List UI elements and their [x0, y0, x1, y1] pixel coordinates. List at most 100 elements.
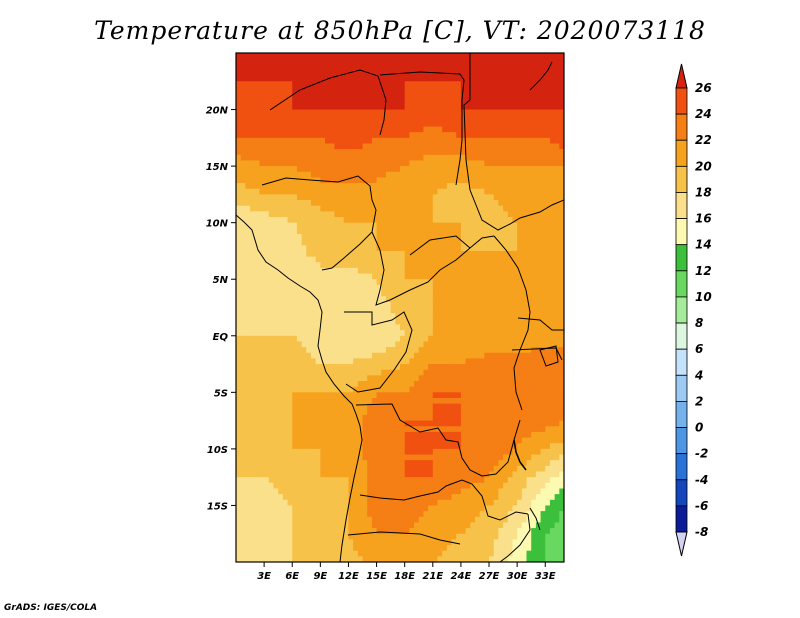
heatmap-cell [390, 409, 396, 416]
heatmap-cell [320, 352, 326, 359]
heatmap-cell [259, 369, 265, 376]
heatmap-cell [296, 369, 303, 376]
heatmap-cell [329, 364, 335, 371]
heatmap-cell [278, 194, 284, 201]
heatmap-cell [310, 160, 317, 167]
heatmap-cell [376, 267, 382, 275]
heatmap-cell [418, 58, 425, 65]
heatmap-cell [250, 126, 256, 133]
heatmap-cell [329, 313, 335, 320]
heatmap-cell [479, 397, 485, 405]
heatmap-cell [559, 228, 564, 235]
heatmap-cell [236, 301, 242, 309]
heatmap-cell [545, 58, 551, 65]
heatmap-cell [385, 330, 392, 337]
heatmap-cell [498, 109, 504, 116]
heatmap-cell [334, 358, 340, 365]
heatmap-cell [240, 330, 246, 337]
heatmap-cell [292, 335, 298, 343]
heatmap-cell [348, 211, 354, 218]
heatmap-cell [474, 347, 481, 354]
heatmap-cell [339, 352, 345, 359]
heatmap-cell [409, 443, 415, 450]
heatmap-cell [310, 109, 317, 116]
heatmap-cell [423, 75, 429, 82]
heatmap-cell [320, 256, 326, 263]
heatmap-cell [395, 267, 401, 275]
heatmap-cell [315, 183, 321, 190]
heatmap-cell [348, 92, 354, 99]
heatmap-cell [484, 409, 490, 416]
heatmap-cell [498, 335, 504, 343]
heatmap-cell [470, 69, 476, 77]
heatmap-cell [540, 290, 546, 297]
heatmap-cell [385, 143, 392, 150]
heatmap-cell [325, 171, 331, 179]
heatmap-cell [489, 217, 495, 224]
heatmap-cell [418, 284, 425, 292]
heatmap-cell [545, 262, 551, 269]
heatmap-cell [273, 431, 279, 439]
heatmap-cell [301, 318, 307, 326]
heatmap-cell [549, 137, 556, 145]
heatmap-cell [362, 414, 368, 422]
heatmap-cell [381, 290, 387, 297]
heatmap-cell [489, 250, 495, 258]
heatmap-cell [371, 86, 378, 94]
heatmap-cell [503, 205, 509, 212]
heatmap-cell [278, 137, 284, 145]
heatmap-cell [404, 381, 410, 388]
heatmap-cell [353, 448, 359, 456]
heatmap-cell [273, 200, 279, 207]
heatmap-cell [395, 143, 401, 150]
heatmap-cell [517, 171, 523, 179]
heatmap-cell [428, 296, 434, 303]
heatmap-cell [240, 58, 246, 65]
heatmap-cell [282, 194, 289, 201]
heatmap-cell [418, 228, 425, 235]
heatmap-cell [498, 364, 504, 371]
heatmap-cell [423, 211, 429, 218]
heatmap-cell [554, 324, 560, 331]
heatmap-cell [512, 92, 518, 99]
heatmap-cell [343, 437, 350, 444]
heatmap-cell [362, 205, 368, 212]
heatmap-cell [282, 364, 289, 371]
heatmap-cell [418, 103, 425, 111]
heatmap-cell [507, 324, 514, 331]
heatmap-cell [282, 347, 289, 354]
heatmap-cell [404, 222, 410, 229]
heatmap-cell [301, 313, 307, 320]
heatmap-cell [292, 103, 298, 111]
heatmap-cell [245, 233, 251, 241]
heatmap-cell [437, 335, 443, 343]
heatmap-cell [371, 250, 378, 258]
heatmap-cell [554, 273, 560, 280]
heatmap-cell [554, 86, 560, 94]
heatmap-cell [521, 414, 528, 422]
heatmap-cell [339, 86, 345, 94]
heatmap-cell [559, 64, 564, 71]
heatmap-cell [559, 250, 564, 258]
heatmap-cell [339, 233, 345, 241]
heatmap-cell [517, 154, 523, 162]
heatmap-cell [357, 330, 364, 337]
heatmap-cell [282, 443, 289, 450]
heatmap-cell [517, 64, 523, 71]
heatmap-cell [287, 194, 293, 201]
heatmap-cell [339, 267, 345, 275]
heatmap-cell [414, 313, 420, 320]
heatmap-cell [545, 137, 551, 145]
heatmap-cell [414, 267, 420, 275]
heatmap-cell [446, 290, 453, 297]
heatmap-cell [507, 307, 514, 314]
heatmap-cell [418, 307, 425, 314]
heatmap-cell [240, 194, 246, 201]
heatmap-cell [245, 98, 251, 105]
heatmap-cell [493, 437, 499, 444]
heatmap-cell [254, 397, 261, 405]
heatmap-cell [507, 69, 514, 77]
heatmap-cell [479, 143, 485, 150]
heatmap-cell [381, 53, 387, 60]
heatmap-cell [535, 137, 542, 145]
